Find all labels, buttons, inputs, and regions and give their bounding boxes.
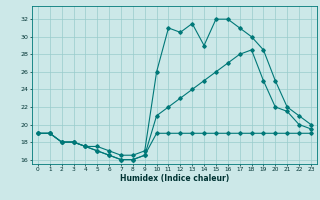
X-axis label: Humidex (Indice chaleur): Humidex (Indice chaleur) <box>120 174 229 183</box>
